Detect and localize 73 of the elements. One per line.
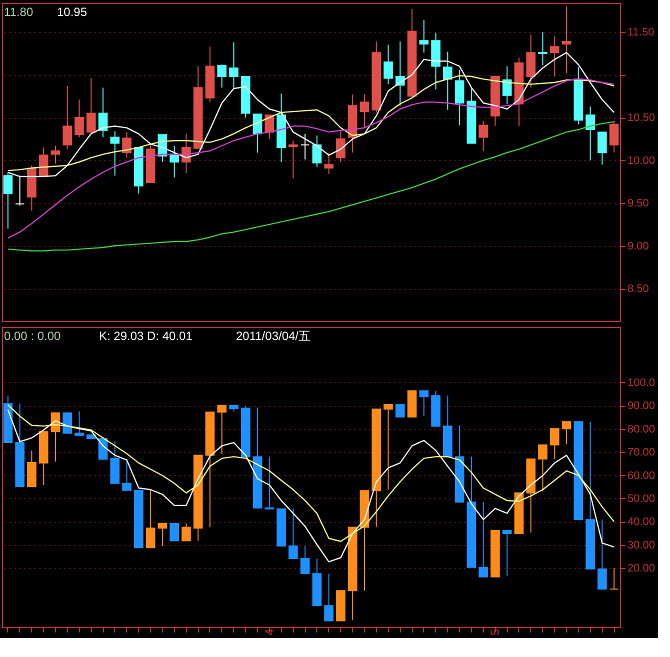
annotation: 0.00 : 0.00 — [4, 329, 62, 343]
candlestick — [324, 152, 334, 174]
candlestick — [324, 573, 334, 622]
y-tick-label: 100.0 — [628, 376, 656, 389]
candlestick — [502, 530, 512, 576]
candlestick — [454, 69, 464, 126]
candlestick — [122, 132, 132, 158]
candlestick — [395, 404, 405, 418]
y-tick-label: 11.50 — [628, 26, 654, 39]
candlestick — [288, 508, 298, 560]
candlestick — [38, 146, 48, 176]
candlestick — [526, 34, 536, 88]
candlestick — [146, 490, 156, 548]
candlestick — [62, 85, 72, 150]
candlestick — [74, 99, 84, 138]
y-tick-label: 20.00 — [628, 562, 656, 575]
candlestick — [562, 6, 572, 74]
candlestick — [478, 120, 488, 152]
candlestick — [586, 106, 595, 161]
y-tick-label: 50.00 — [628, 492, 656, 505]
candlestick — [360, 94, 370, 128]
candlestick — [443, 51, 452, 110]
candlestick — [609, 568, 619, 590]
candlestick — [62, 412, 72, 434]
line-series — [7, 78, 615, 239]
candlestick — [550, 36, 560, 78]
y-tick-label: 9.50 — [628, 198, 649, 210]
candlestick — [170, 523, 179, 542]
y-tick-label: 70.00 — [628, 446, 656, 459]
candlestick — [419, 20, 429, 54]
candlestick — [86, 78, 96, 134]
candlestick — [538, 444, 548, 492]
annotation: 11.80 — [4, 5, 34, 19]
candlestick — [419, 390, 429, 417]
candlestick — [384, 44, 393, 85]
candlestick — [300, 133, 310, 160]
annotation: K: 29.03 D: 40.01 — [99, 329, 193, 343]
annotation: 10.95 — [57, 5, 88, 19]
y-tick-label: 10.50 — [628, 112, 656, 124]
candlestick — [550, 428, 560, 460]
candlestick — [122, 458, 132, 491]
y-tick-label: 90.00 — [628, 400, 656, 412]
candlestick — [182, 523, 191, 542]
y-tick-label: 80.00 — [628, 423, 656, 436]
y-tick-label: 40.00 — [628, 516, 656, 528]
candlestick — [502, 66, 512, 104]
candlestick — [217, 404, 227, 455]
candlestick — [609, 120, 619, 154]
candlestick — [3, 172, 13, 230]
candlestick — [598, 132, 607, 166]
candlestick — [478, 502, 488, 578]
candlestick — [229, 42, 238, 88]
candlestick — [598, 519, 607, 590]
annotation: 2011/03/04/五 — [236, 329, 311, 343]
candlestick — [217, 64, 227, 88]
y-tick-label: 30.00 — [628, 539, 656, 552]
y-tick-label: 8.50 — [628, 283, 649, 296]
candlestick — [98, 87, 108, 138]
candlestick — [264, 456, 274, 510]
candlestick — [50, 145, 60, 164]
candlestick — [158, 523, 168, 547]
candlestick — [74, 410, 84, 436]
y-tick-label: 60.00 — [628, 470, 656, 482]
candlestick — [312, 135, 322, 168]
candlestick — [300, 546, 310, 574]
candlestick — [336, 130, 346, 162]
candlestick — [110, 130, 120, 176]
candlestick — [288, 140, 298, 179]
candlestick — [384, 404, 393, 490]
y-tick-label: 9.00 — [628, 240, 649, 252]
candlestick — [538, 32, 548, 66]
y-tick-label: 10.00 — [628, 154, 656, 167]
candlestick — [562, 421, 572, 445]
